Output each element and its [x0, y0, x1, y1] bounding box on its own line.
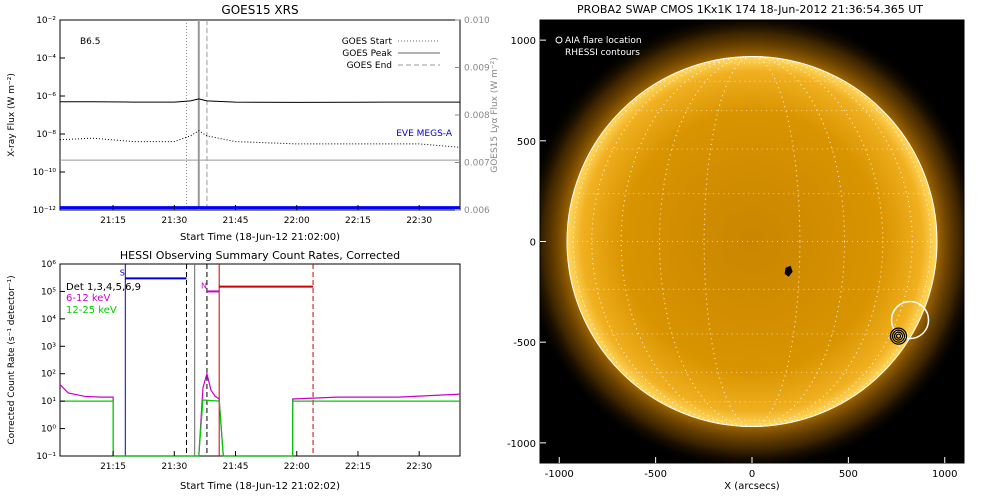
swap-y-tick-label: 500 — [517, 137, 536, 148]
small-dark-feature — [784, 265, 793, 277]
goes-y2-tick-label: 0.010 — [464, 16, 490, 26]
goes-class-label: B6.5 — [80, 37, 101, 47]
goes-legend-label: GOES Start — [342, 37, 393, 47]
goes-y-tick-label: 10⁻¹² — [33, 206, 57, 216]
goes-y-tick-label: 10⁻⁶ — [36, 92, 56, 102]
swap-y-tick-label: 0 — [530, 238, 536, 249]
swap-legend-label: RHESSI contours — [565, 48, 640, 58]
hessi-legend-label: 12-25 keV — [66, 305, 117, 316]
goes-y2-ticks: 0.006 0.007 0.008 0.009 0.010 — [455, 16, 490, 216]
hessi-y-tick-label: 10⁰ — [41, 425, 56, 435]
swap-y-tick-label: -1000 — [507, 439, 536, 450]
goes-panel: GOES15 XRS 10⁻¹² 10⁻¹⁰ 10⁻⁸ 10⁻⁶ 10⁻⁴ 10⁻² 0.… — [7, 3, 500, 243]
swap-x-axis-label: X (arcsecs) — [724, 481, 780, 492]
hessi-y-tick-label: 10⁴ — [41, 315, 56, 325]
hessi-title: HESSI Observing Summary Count Rates, Cor… — [120, 249, 400, 262]
goes-x-tick-label: 21:30 — [161, 216, 187, 226]
goes-y2-tick-label: 0.008 — [464, 111, 490, 121]
hessi-series-line — [59, 371, 461, 457]
goes-series-group — [59, 98, 461, 210]
hessi-x-tick-label: 22:30 — [406, 462, 432, 472]
solar-limb — [566, 55, 938, 428]
hessi-series-line — [60, 399, 460, 457]
swap-y-ticks: -1000 -500 0 500 1000 — [507, 36, 546, 450]
hessi-y-tick-label: 10¹ — [41, 397, 56, 407]
hessi-flag-label: N — [201, 281, 207, 290]
goes-x-tick-label: 21:45 — [223, 216, 249, 226]
hessi-legend: Det 1,3,4,5,6,9 6-12 keV 12-25 keV — [66, 282, 141, 316]
hessi-y-tick-label: 10² — [41, 370, 56, 380]
goes-x-axis-label: Start Time (18-Jun-12 21:02:00) — [180, 232, 340, 243]
goes-y2-tick-label: 0.007 — [464, 159, 490, 169]
hessi-legend-label: 6-12 keV — [66, 293, 110, 304]
swap-x-tick-label: -500 — [644, 469, 667, 480]
goes-y2-axis-label: GOES15 Lyα Flux (W m⁻²) — [490, 57, 500, 173]
swap-legend-label: AIA flare location — [565, 36, 642, 46]
hessi-panel: HESSI Observing Summary Count Rates, Cor… — [7, 249, 461, 492]
goes-y2-tick-label: 0.009 — [464, 64, 490, 74]
longitude-line — [591, 55, 913, 428]
hessi-x-tick-label: 21:15 — [100, 462, 126, 472]
hessi-x-tick-label: 21:45 — [223, 462, 249, 472]
swap-title: PROBA2 SWAP CMOS 1Kx1K 174 18-Jun-2012 2… — [577, 3, 923, 16]
goes-y-axis-label: X-ray Flux (W m⁻²) — [7, 73, 17, 157]
goes-title: GOES15 XRS — [221, 3, 298, 17]
goes-series-line — [60, 98, 460, 103]
hessi-x-ticks: 21:15 21:30 21:45 22:00 22:15 22:30 — [100, 451, 432, 472]
swap-x-tick-label: 500 — [839, 469, 858, 480]
swap-x-tick-label: 0 — [749, 469, 755, 480]
goes-plot-frame — [59, 19, 461, 211]
goes-y-tick-label: 10⁻¹⁰ — [33, 168, 57, 178]
hessi-y-tick-label: 10³ — [41, 342, 56, 352]
hessi-y-axis-label: Corrected Count Rate (s⁻¹ detector⁻¹) — [7, 275, 17, 444]
swap-y-tick-label: 1000 — [511, 36, 536, 47]
goes-annotation: EVE MEGS-A — [396, 129, 453, 139]
hessi-series-group — [59, 371, 461, 457]
rhessi-contour — [893, 331, 904, 341]
goes-y-tick-label: 10⁻⁸ — [36, 130, 56, 140]
hessi-marker-lines — [124, 264, 314, 456]
hessi-legend-label: Det 1,3,4,5,6,9 — [66, 282, 141, 293]
rhessi-contour — [889, 327, 908, 345]
goes-y-ticks: 10⁻¹² 10⁻¹⁰ 10⁻⁸ 10⁻⁶ 10⁻⁴ 10⁻² — [33, 16, 65, 216]
hessi-y-tick-label: 10⁻¹ — [36, 452, 56, 462]
aia-flare-location-marker — [890, 300, 930, 340]
longitude-line — [658, 55, 846, 428]
swap-x-tick-label: -1000 — [545, 469, 574, 480]
hessi-x-tick-label: 21:30 — [161, 462, 187, 472]
goes-x-tick-label: 22:30 — [406, 216, 432, 226]
goes-legend-label: GOES End — [347, 61, 392, 71]
swap-panel: PROBA2 SWAP CMOS 1Kx1K 174 18-Jun-2012 2… — [507, 3, 965, 492]
hessi-y-tick-label: 10⁶ — [41, 260, 56, 270]
swap-x-ticks: -1000 -500 0 500 1000 — [545, 457, 957, 480]
longitude-line — [620, 55, 884, 428]
hessi-y-tick-label: 10⁵ — [41, 287, 56, 297]
hessi-y-ticks: 10⁻¹ 10⁰ 10¹ 10² 10³ 10⁴ 10⁵ 10⁶ — [36, 260, 65, 462]
goes-marker-lines — [186, 20, 208, 210]
hessi-x-tick-label: 22:00 — [284, 462, 310, 472]
goes-x-tick-label: 22:15 — [345, 216, 371, 226]
goes-x-tick-label: 21:15 — [100, 216, 126, 226]
goes-y2-tick-label: 0.006 — [464, 206, 490, 216]
goes-legend: GOES Start GOES Peak GOES End — [342, 37, 440, 71]
goes-x-ticks: 21:15 21:30 21:45 22:00 22:15 22:30 — [100, 205, 432, 226]
rhessi-contour — [891, 329, 906, 343]
hessi-flag-label: S — [120, 268, 125, 277]
goes-y-tick-label: 10⁻⁴ — [36, 54, 56, 64]
swap-x-tick-label: 1000 — [932, 469, 957, 480]
goes-series-line — [59, 130, 461, 148]
goes-y-tick-label: 10⁻² — [36, 16, 56, 26]
swap-y-tick-label: -500 — [513, 338, 536, 349]
goes-x-tick-label: 22:00 — [284, 216, 310, 226]
hessi-x-axis-label: Start Time (18-Jun-12 21:02:02) — [180, 481, 340, 492]
longitude-line — [703, 55, 801, 428]
aia-legend-marker — [555, 36, 563, 44]
rhessi-contour — [895, 333, 902, 339]
goes-legend-label: GOES Peak — [342, 49, 392, 59]
hessi-x-tick-label: 22:15 — [345, 462, 371, 472]
hessi-flag-bars: SN — [120, 268, 314, 293]
swap-legend: AIA flare location RHESSI contours — [555, 36, 642, 58]
rhessi-contours — [889, 327, 908, 345]
